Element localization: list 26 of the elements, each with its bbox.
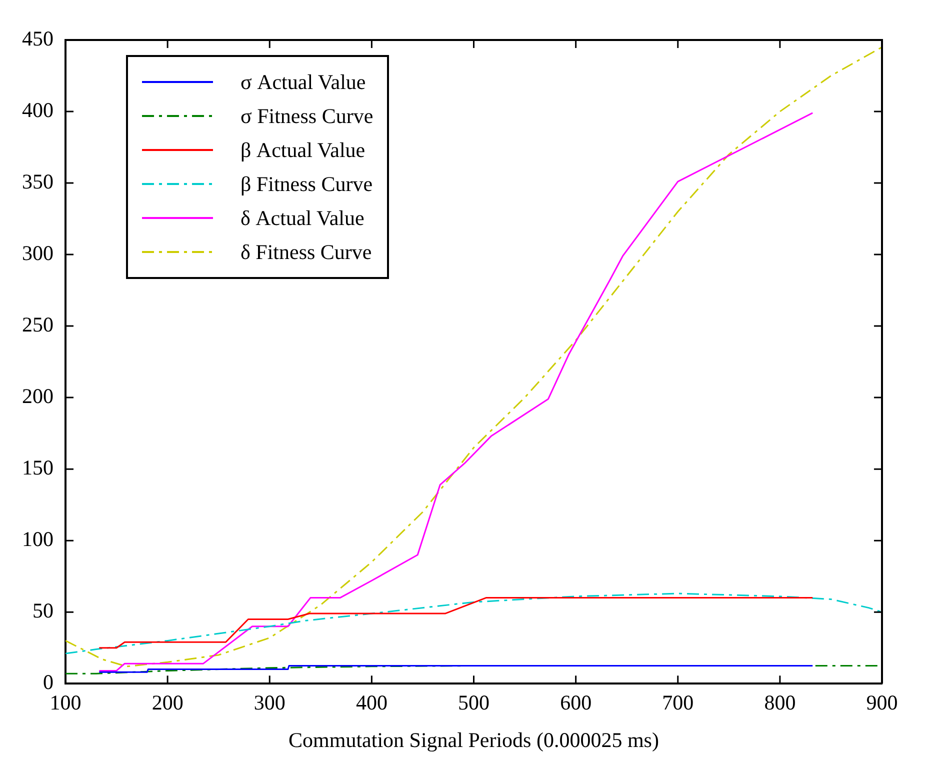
y-tick-label: 150 xyxy=(22,456,54,480)
y-tick-label: 400 xyxy=(22,98,54,122)
y-tick-label: 300 xyxy=(22,241,54,266)
x-tick-label: 900 xyxy=(866,690,898,715)
y-tick-label: 200 xyxy=(22,384,54,408)
x-tick-label: 300 xyxy=(254,690,286,715)
y-tick-label: 250 xyxy=(22,312,54,337)
y-tick-label: 50 xyxy=(32,598,54,623)
legend-label: σ Actual Value xyxy=(240,70,366,94)
x-axis-title: Commutation Signal Periods (0.000025 ms) xyxy=(288,728,659,752)
x-tick-label: 500 xyxy=(458,690,490,715)
line-series xyxy=(66,592,882,654)
x-tick-label: 600 xyxy=(560,690,592,715)
legend-label: β Actual Value xyxy=(240,138,366,162)
legend-label: δ Fitness Curve xyxy=(240,240,372,264)
y-tick-label: 100 xyxy=(22,527,54,552)
legend-label: σ Fitness Curve xyxy=(240,104,374,128)
x-tick-label: 800 xyxy=(764,690,796,715)
x-tick-label: 700 xyxy=(662,690,694,715)
line-series xyxy=(66,46,882,668)
y-tick-label: 450 xyxy=(22,26,54,51)
legend-label: β Fitness Curve xyxy=(240,172,373,196)
y-tick-label: 350 xyxy=(22,170,54,194)
legend-label: δ Actual Value xyxy=(240,206,364,230)
x-tick-label: 200 xyxy=(152,690,184,715)
x-tick-label: 400 xyxy=(356,690,388,715)
